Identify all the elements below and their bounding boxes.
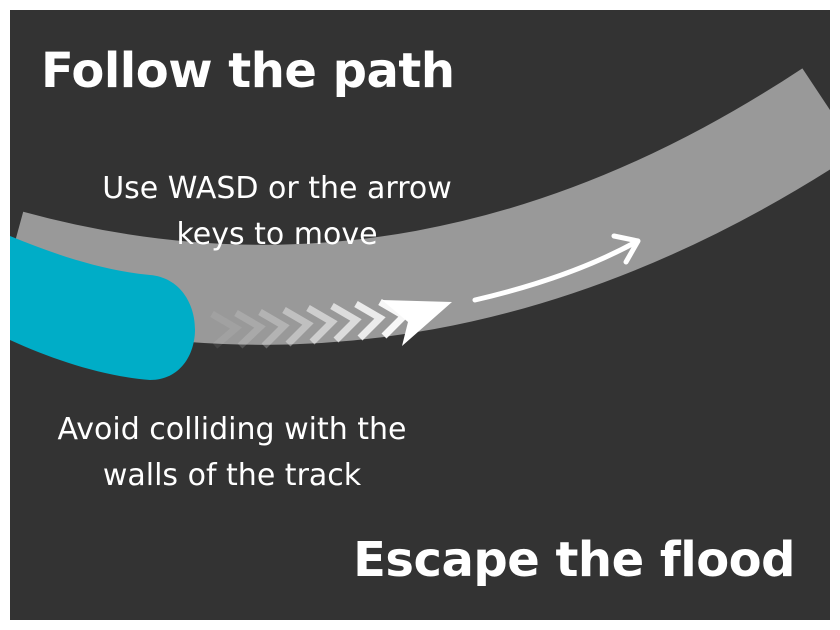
chevron-right-icon bbox=[210, 298, 452, 349]
movement-hint: Use WASD or the arrow keys to move bbox=[102, 171, 452, 252]
track-scene bbox=[10, 68, 830, 380]
tutorial-panel: Follow the path Use WASD or the arrow ke… bbox=[10, 10, 830, 620]
flood-water bbox=[10, 236, 195, 380]
page-title: Follow the path bbox=[41, 43, 455, 99]
walls-hint: Avoid colliding with the walls of the tr… bbox=[57, 412, 407, 493]
escape-heading: Escape the flood bbox=[353, 532, 795, 588]
arrow-right-icon bbox=[472, 233, 641, 303]
